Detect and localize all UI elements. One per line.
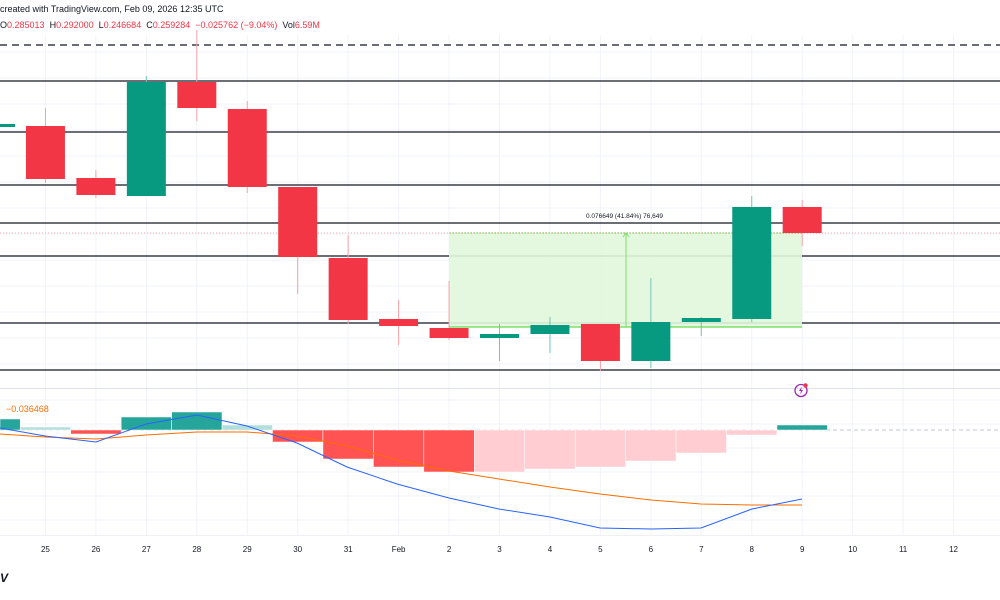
macd-histogram (0, 411, 828, 473)
candle-6[interactable] (631, 322, 671, 361)
pane-separator[interactable] (0, 388, 1000, 389)
lightning-alert-icon[interactable] (793, 382, 809, 398)
candle-28[interactable] (177, 82, 217, 108)
candle-25[interactable] (25, 126, 65, 179)
time-axis-label: 8 (749, 545, 754, 554)
candle-Feb[interactable] (379, 319, 419, 326)
time-axis-label: 27 (141, 545, 151, 554)
time-axis-label: 31 (343, 545, 353, 554)
open-label: O (0, 20, 8, 30)
macd-line (0, 414, 803, 530)
time-axis-label: 28 (192, 545, 202, 554)
macd-signal-line (0, 431, 802, 506)
close-label: C (146, 20, 153, 30)
candle-2[interactable] (429, 328, 469, 338)
time-axis-label: 11 (898, 545, 908, 554)
candle-4[interactable] (530, 325, 570, 334)
candle-31[interactable] (328, 258, 368, 320)
macd-value-label: −0.036468 (6, 404, 49, 414)
candle-29[interactable] (227, 109, 267, 187)
candle-7[interactable] (681, 318, 721, 322)
time-axis-label: 4 (547, 545, 553, 554)
time-axis-label: 5 (598, 545, 603, 554)
low-value: 0.246684 (103, 20, 142, 30)
time-axis-label: 12 (949, 545, 958, 554)
tradingview-logo-fragment: V (0, 571, 9, 585)
high-value: 0.292000 (56, 20, 94, 30)
open-value: 0.285013 (7, 20, 45, 30)
change-value: −0.025762 (−9.04%) (195, 20, 278, 30)
candle-8[interactable] (732, 207, 772, 319)
created-with-header: created with TradingView.com, Feb 09, 20… (0, 4, 224, 14)
time-axis-label: 2 (446, 545, 452, 554)
measure-label: 0.076649 (41.84%) 76,649 (586, 213, 663, 220)
time-axis-label: Feb (391, 545, 406, 554)
candle-27[interactable] (126, 82, 166, 196)
candlesticks[interactable] (0, 30, 822, 371)
candle-5[interactable] (580, 324, 620, 361)
horizontal-levels[interactable] (0, 44, 1000, 371)
time-axis-label: 10 (848, 545, 858, 554)
candle-26[interactable] (76, 178, 116, 195)
time-axis-label: 26 (91, 545, 101, 554)
volume-label: Vol (282, 20, 295, 30)
time-axis-label: 6 (648, 545, 654, 554)
candle-3[interactable] (480, 334, 519, 338)
time-axis-label: 7 (699, 545, 704, 554)
volume-value: 6.59M (294, 20, 320, 30)
time-axis-label: 30 (293, 545, 303, 554)
time-axis-label: 29 (242, 545, 252, 554)
high-label: H (49, 20, 57, 30)
close-value: 0.259284 (152, 20, 191, 30)
candle-9[interactable] (782, 207, 822, 233)
time-axis-label: 3 (497, 545, 502, 554)
ohlc-legend: O0.285013 H0.292000 L0.246684 C0.259284 … (0, 20, 320, 30)
time-axis-label: 9 (799, 545, 805, 554)
time-axis-label: 25 (40, 545, 50, 554)
candle-30[interactable] (278, 187, 318, 257)
low-label: L (98, 20, 104, 30)
time-axis-border (0, 535, 1000, 536)
